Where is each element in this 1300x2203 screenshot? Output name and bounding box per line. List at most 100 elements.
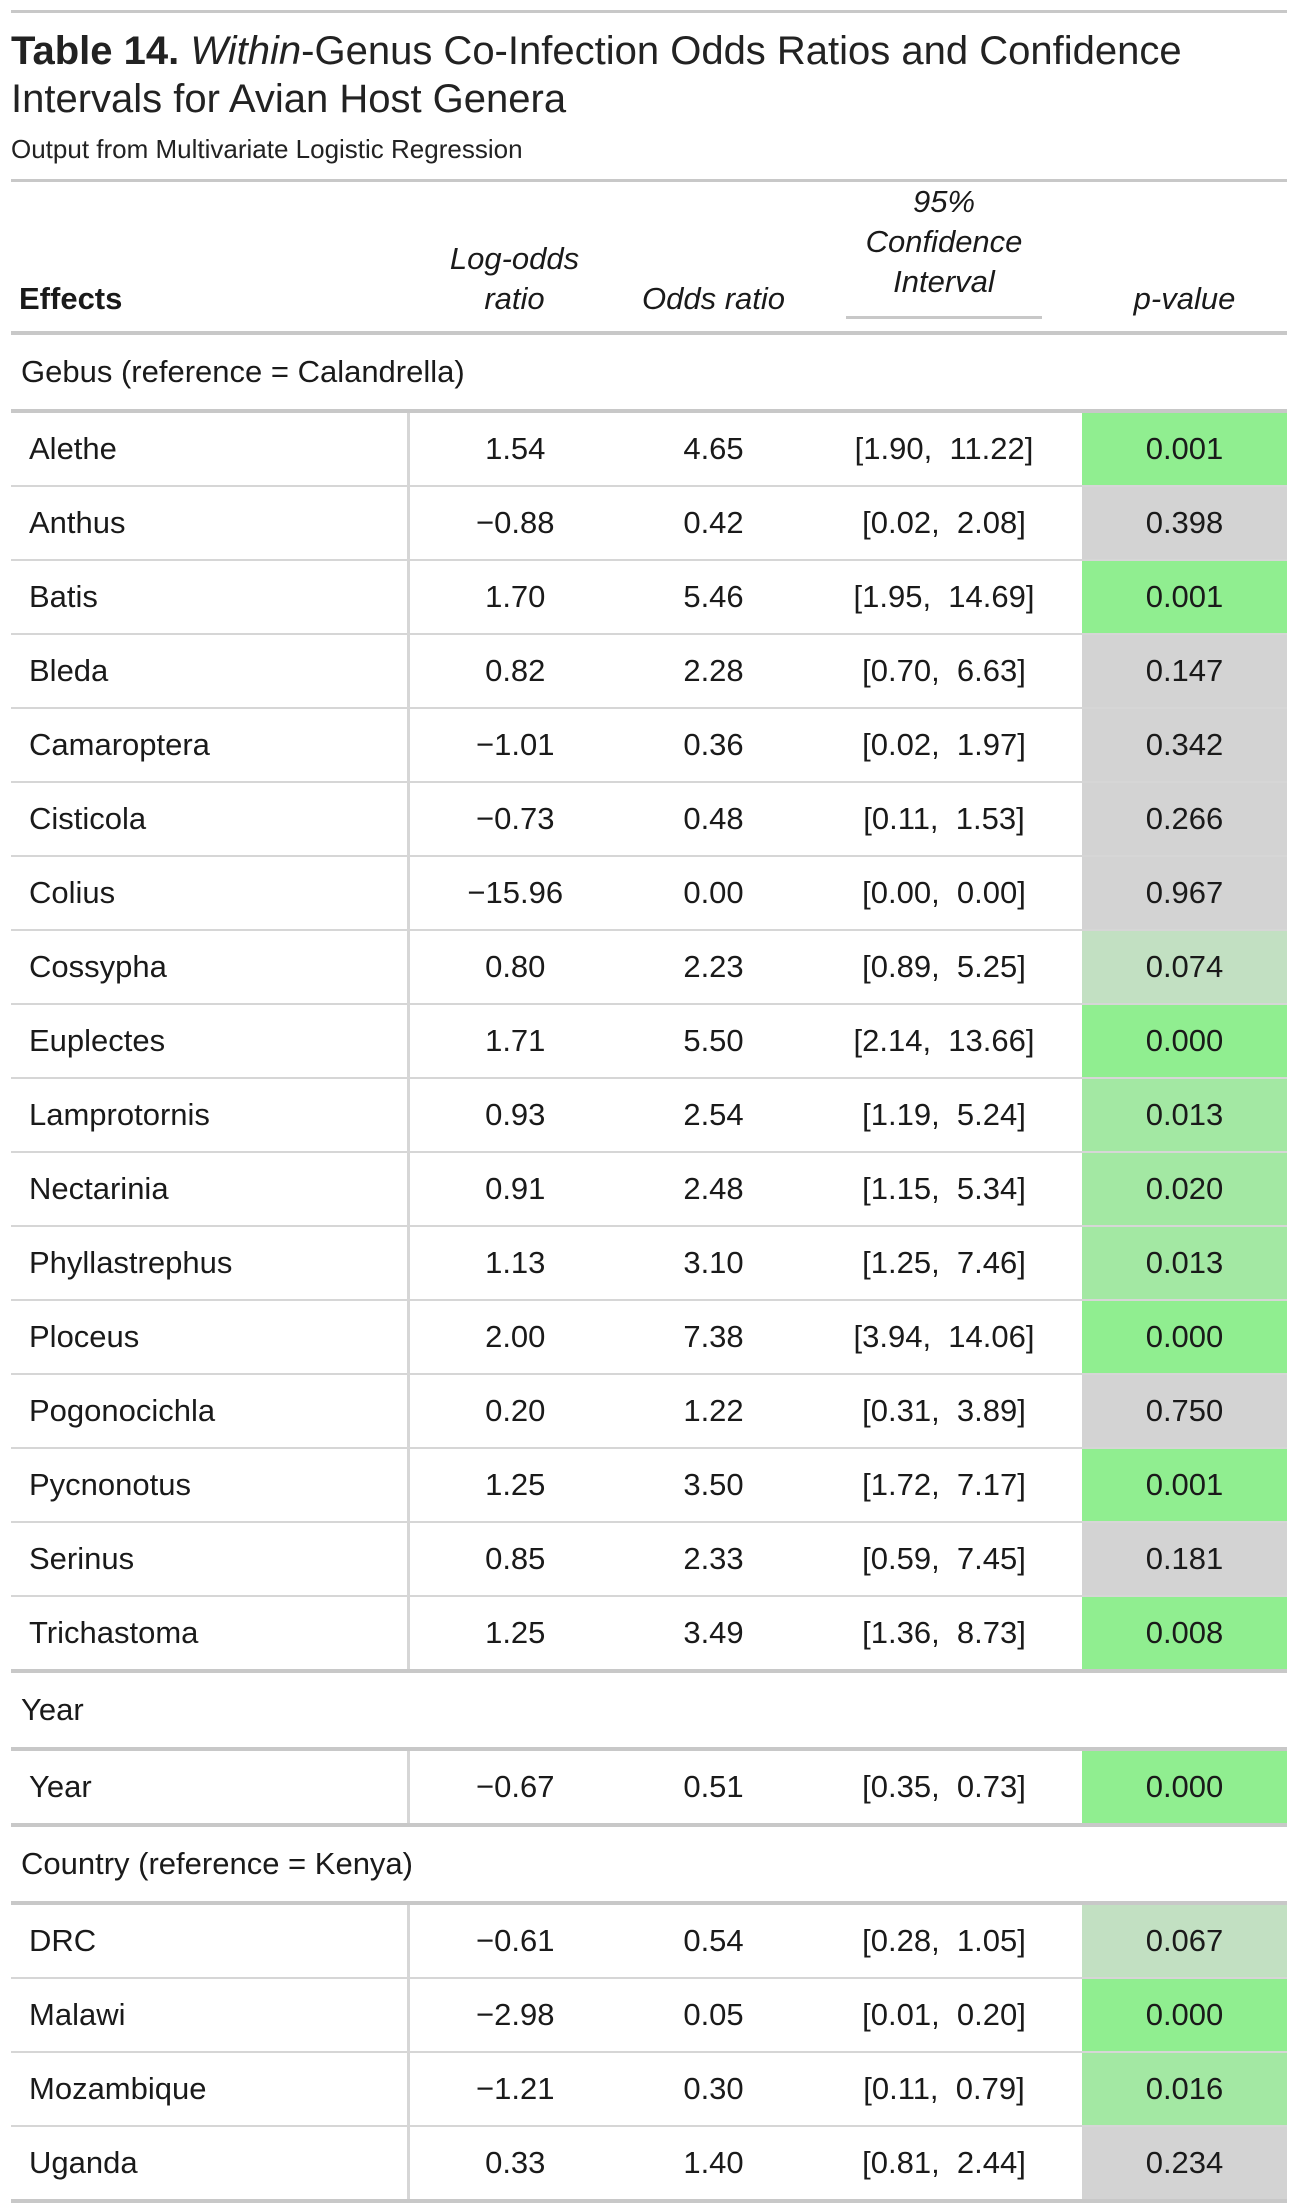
logodds-cell: −15.96 (408, 856, 621, 931)
effect-cell: Nectarinia (11, 1152, 410, 1227)
effect-cell: Malawi (11, 1978, 410, 2053)
effect-cell: Bleda (11, 634, 410, 709)
ci-cell: [0.81, 2.44] (806, 2126, 1082, 2203)
pvalue-cell: 0.967 (1082, 856, 1287, 931)
pvalue-cell: 0.398 (1082, 486, 1287, 561)
pvalue-cell: 0.001 (1082, 1448, 1287, 1523)
logodds-cell: 0.91 (408, 1152, 621, 1227)
group-label: Country (reference = Kenya) (11, 1825, 1287, 1905)
table-row: Serinus 0.85 2.33 [0.59, 7.45] 0.181 (11, 1522, 1287, 1597)
col-header-pvalue: p-value (1133, 281, 1236, 316)
table-row: Pycnonotus 1.25 3.50 [1.72, 7.17] 0.001 (11, 1448, 1287, 1523)
table-row: Colius −15.96 0.00 [0.00, 0.00] 0.967 (11, 856, 1287, 931)
effect-cell: Serinus (11, 1522, 410, 1597)
ci-cell: [1.25, 7.46] (806, 1226, 1082, 1301)
table-row: Trichastoma 1.25 3.49 [1.36, 8.73] 0.008 (11, 1596, 1287, 1673)
table-title: Table 14. Within-Genus Co-Infection Odds… (11, 27, 1287, 123)
pvalue-cell: 0.067 (1082, 1903, 1287, 1979)
odds-cell: 2.28 (621, 634, 806, 709)
ci-cell: [0.11, 1.53] (806, 782, 1082, 857)
logodds-cell: 1.25 (408, 1596, 621, 1673)
odds-cell: 0.05 (621, 1978, 806, 2053)
effect-cell: Phyllastrephus (11, 1226, 410, 1301)
pvalue-cell: 0.234 (1082, 2126, 1287, 2203)
title-number: Table 14. (11, 29, 180, 73)
ci-line1: 95% Confidence (865, 184, 1023, 259)
table-subtitle: Output from Multivariate Logistic Regres… (11, 134, 523, 164)
logodds-cell: 0.80 (408, 930, 621, 1005)
logodds-cell: −0.73 (408, 782, 621, 857)
table-row: Cisticola −0.73 0.48 [0.11, 1.53] 0.266 (11, 782, 1287, 857)
table-row: Nectarinia 0.91 2.48 [1.15, 5.34] 0.020 (11, 1152, 1287, 1227)
group-header-row: Year (11, 1671, 1287, 1751)
odds-cell: 0.36 (621, 708, 806, 783)
effect-cell: Anthus (11, 486, 410, 561)
table-row: Anthus −0.88 0.42 [0.02, 2.08] 0.398 (11, 486, 1287, 561)
pvalue-cell: 0.001 (1082, 560, 1287, 635)
logodds-cell: 1.54 (408, 411, 621, 487)
ci-spanner: 95% Confidence Interval (846, 182, 1042, 319)
odds-cell: 0.30 (621, 2052, 806, 2127)
table-row: Phyllastrephus 1.13 3.10 [1.25, 7.46] 0.013 (11, 1226, 1287, 1301)
table-row: DRC −0.61 0.54 [0.28, 1.05] 0.067 (11, 1903, 1287, 1979)
logodds-cell: −1.01 (408, 708, 621, 783)
table-row: Euplectes 1.71 5.50 [2.14, 13.66] 0.000 (11, 1004, 1287, 1079)
odds-cell: 3.10 (621, 1226, 806, 1301)
odds-cell: 2.23 (621, 930, 806, 1005)
effect-cell: Year (11, 1749, 410, 1827)
ci-cell: [1.36, 8.73] (806, 1596, 1082, 1673)
table-row: Malawi −2.98 0.05 [0.01, 0.20] 0.000 (11, 1978, 1287, 2053)
ci-cell: [0.89, 5.25] (806, 930, 1082, 1005)
logodds-cell: 1.25 (408, 1448, 621, 1523)
pvalue-cell: 0.000 (1082, 1004, 1287, 1079)
pvalue-cell: 0.020 (1082, 1152, 1287, 1227)
effect-cell: Camaroptera (11, 708, 410, 783)
ci-cell: [1.90, 11.22] (806, 411, 1082, 487)
effect-cell: DRC (11, 1903, 410, 1979)
odds-cell: 3.50 (621, 1448, 806, 1523)
pvalue-cell: 0.001 (1082, 411, 1287, 487)
pvalue-cell: 0.181 (1082, 1522, 1287, 1597)
header-rule (11, 179, 1287, 182)
odds-cell: 7.38 (621, 1300, 806, 1375)
pvalue-cell: 0.266 (1082, 782, 1287, 857)
effect-cell: Colius (11, 856, 410, 931)
logodds-cell: 1.70 (408, 560, 621, 635)
ci-cell: [0.01, 0.20] (806, 1978, 1082, 2053)
pvalue-cell: 0.008 (1082, 1596, 1287, 1673)
odds-cell: 0.42 (621, 486, 806, 561)
table-row: Camaroptera −1.01 0.36 [0.02, 1.97] 0.342 (11, 708, 1287, 783)
pvalue-cell: 0.000 (1082, 1749, 1287, 1827)
logodds-cell: −1.21 (408, 2052, 621, 2127)
effect-cell: Ploceus (11, 1300, 410, 1375)
logodds-cell: 0.33 (408, 2126, 621, 2203)
ci-cell: [3.94, 14.06] (806, 1300, 1082, 1375)
column-header-row: Effects Log-odds ratio Odds ratio 95% Con… (11, 182, 1287, 333)
logodds-cell: 0.20 (408, 1374, 621, 1449)
ci-cell: [0.35, 0.73] (806, 1749, 1082, 1827)
effect-cell: Pycnonotus (11, 1448, 410, 1523)
table-body: Gebus (reference = Calandrella) Alethe 1.5… (11, 335, 1287, 2203)
logodds-cell: 2.00 (408, 1300, 621, 1375)
table-container: Table 14. Within-Genus Co-Infection Odds… (11, 10, 1287, 2203)
logodds-cell: 1.13 (408, 1226, 621, 1301)
effect-cell: Mozambique (11, 2052, 410, 2127)
top-rule (11, 10, 1287, 13)
effect-cell: Batis (11, 560, 410, 635)
ci-cell: [0.28, 1.05] (806, 1903, 1082, 1979)
group-header-row: Gebus (reference = Calandrella) (11, 335, 1287, 413)
table-row: Batis 1.70 5.46 [1.95, 14.69] 0.001 (11, 560, 1287, 635)
pvalue-cell: 0.013 (1082, 1078, 1287, 1153)
table-row: Alethe 1.54 4.65 [1.90, 11.22] 0.001 (11, 411, 1287, 487)
pvalue-cell: 0.147 (1082, 634, 1287, 709)
col-header-effects: Effects (19, 281, 123, 316)
pvalue-cell: 0.000 (1082, 1978, 1287, 2053)
ci-cell: [0.11, 0.79] (806, 2052, 1082, 2127)
effect-cell: Uganda (11, 2126, 410, 2203)
group-header-row: Country (reference = Kenya) (11, 1825, 1287, 1905)
table-row: Ploceus 2.00 7.38 [3.94, 14.06] 0.000 (11, 1300, 1287, 1375)
odds-cell: 4.65 (621, 411, 806, 487)
logodds-cell: 1.71 (408, 1004, 621, 1079)
ci-cell: [2.14, 13.66] (806, 1004, 1082, 1079)
table-row: Mozambique −1.21 0.30 [0.11, 0.79] 0.016 (11, 2052, 1287, 2127)
